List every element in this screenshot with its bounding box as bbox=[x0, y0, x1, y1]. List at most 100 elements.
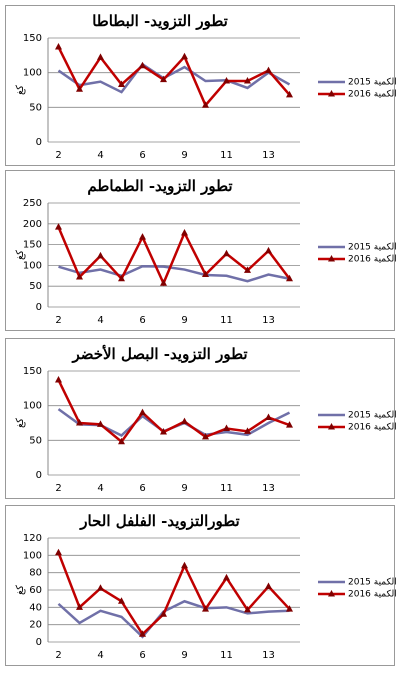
marker bbox=[244, 76, 251, 84]
y-tick-label: 120 bbox=[23, 533, 42, 544]
y-axis-label: كغ bbox=[15, 585, 26, 595]
x-tick-label: 2 bbox=[55, 650, 61, 661]
x-tick-label: 2 bbox=[55, 315, 61, 326]
x-tick-label: 13 bbox=[262, 150, 275, 161]
x-tick-label: 6 bbox=[139, 315, 145, 326]
marker bbox=[286, 605, 293, 612]
marker bbox=[76, 603, 83, 610]
y-tick-label: 50 bbox=[29, 281, 42, 292]
x-tick-label: 4 bbox=[97, 315, 103, 326]
marker bbox=[76, 85, 83, 92]
panel-border bbox=[5, 5, 395, 166]
panel-border bbox=[5, 170, 395, 331]
marker bbox=[223, 249, 230, 257]
series-line bbox=[57, 46, 291, 108]
x-tick-label: 4 bbox=[97, 150, 103, 161]
legend-label: الكمية 2016 bbox=[348, 423, 397, 433]
y-tick-label: 50 bbox=[29, 435, 42, 446]
y-axis-label: كغ bbox=[15, 85, 26, 95]
marker bbox=[223, 573, 230, 581]
y-tick-label: 100 bbox=[23, 401, 42, 412]
marker bbox=[160, 428, 167, 435]
y-tick-label: 0 bbox=[36, 137, 42, 148]
x-tick-label: 9 bbox=[181, 150, 187, 161]
x-tick-label: 9 bbox=[181, 315, 187, 326]
marker bbox=[118, 80, 125, 87]
marker bbox=[97, 584, 104, 591]
y-tick-label: 150 bbox=[23, 33, 42, 44]
y-tick-label: 100 bbox=[23, 68, 42, 79]
legend-marker bbox=[328, 590, 335, 597]
marker bbox=[76, 419, 83, 426]
series-line bbox=[57, 379, 290, 444]
marker bbox=[202, 605, 209, 612]
y-tick-label: 200 bbox=[23, 219, 42, 230]
marker bbox=[244, 605, 251, 613]
y-tick-label: 0 bbox=[36, 470, 42, 481]
marker bbox=[265, 413, 272, 420]
marker bbox=[118, 437, 125, 445]
series-line bbox=[58, 264, 290, 283]
x-tick-label: 13 bbox=[262, 650, 275, 661]
x-tick-label: 6 bbox=[139, 650, 145, 661]
x-tick-label: 13 bbox=[262, 483, 275, 494]
marker bbox=[223, 424, 230, 432]
chart-title: تطورالتزويد- الفلفل الحار bbox=[79, 512, 239, 530]
marker bbox=[97, 53, 104, 60]
chart-panel: تطور التزويد- البطاطا كغ 0 50 100 150 2 4 6 9 11 13… bbox=[5, 5, 397, 166]
marker bbox=[286, 421, 293, 428]
marker bbox=[139, 233, 146, 240]
x-tick-label: 2 bbox=[55, 483, 61, 494]
y-tick-label: 0 bbox=[36, 302, 42, 313]
y-tick-label: 60 bbox=[29, 585, 42, 596]
series-line bbox=[57, 599, 290, 639]
marker bbox=[181, 561, 188, 569]
marker bbox=[55, 548, 62, 556]
x-tick-label: 4 bbox=[97, 483, 103, 494]
marker bbox=[160, 75, 167, 83]
marker bbox=[76, 273, 83, 280]
marker bbox=[202, 432, 209, 440]
legend-marker bbox=[328, 255, 335, 262]
series-line bbox=[57, 62, 291, 94]
marker bbox=[97, 251, 104, 259]
y-tick-label: 20 bbox=[29, 620, 42, 631]
legend-label: الكمية 2016 bbox=[348, 590, 397, 600]
y-tick-label: 100 bbox=[23, 260, 42, 271]
y-tick-label: 0 bbox=[36, 637, 42, 648]
y-tick-label: 50 bbox=[29, 102, 42, 113]
marker bbox=[265, 582, 272, 590]
series-line bbox=[57, 226, 291, 287]
y-tick-label: 40 bbox=[29, 602, 42, 613]
x-tick-label: 11 bbox=[220, 150, 233, 161]
marker bbox=[286, 274, 293, 282]
y-tick-label: 100 bbox=[23, 550, 42, 561]
chart-panel: تطور التزويد- البصل الأخضر كغ 0 50 100 150 2 4 6… bbox=[5, 338, 397, 499]
marker bbox=[181, 417, 188, 425]
legend-label: الكمية 2015 bbox=[348, 578, 397, 588]
x-tick-label: 4 bbox=[97, 650, 103, 661]
legend-label: الكمية 2016 bbox=[348, 90, 397, 100]
legend-marker bbox=[328, 90, 335, 97]
marker bbox=[139, 630, 146, 637]
marker bbox=[160, 279, 167, 286]
y-tick-label: 80 bbox=[29, 568, 42, 579]
x-tick-label: 13 bbox=[262, 315, 275, 326]
x-tick-label: 11 bbox=[220, 650, 233, 661]
marker bbox=[202, 101, 209, 108]
marker bbox=[244, 266, 251, 273]
marker bbox=[55, 223, 62, 230]
chart-panel: تطورالتزويد- الفلفل الحار كغ 0 20 40 60 80 100 1… bbox=[5, 505, 397, 666]
x-tick-label: 11 bbox=[220, 483, 233, 494]
legend-label: الكمية 2015 bbox=[348, 243, 397, 253]
marker bbox=[139, 408, 146, 416]
legend-label: الكمية 2015 bbox=[348, 78, 397, 88]
chart-title: تطور التزويد- البصل الأخضر bbox=[71, 344, 247, 363]
y-tick-label: 250 bbox=[23, 198, 42, 209]
marker bbox=[181, 228, 188, 236]
legend-marker bbox=[328, 423, 335, 430]
marker bbox=[139, 61, 146, 69]
marker bbox=[202, 270, 209, 278]
x-tick-label: 6 bbox=[139, 483, 145, 494]
marker bbox=[97, 420, 104, 427]
